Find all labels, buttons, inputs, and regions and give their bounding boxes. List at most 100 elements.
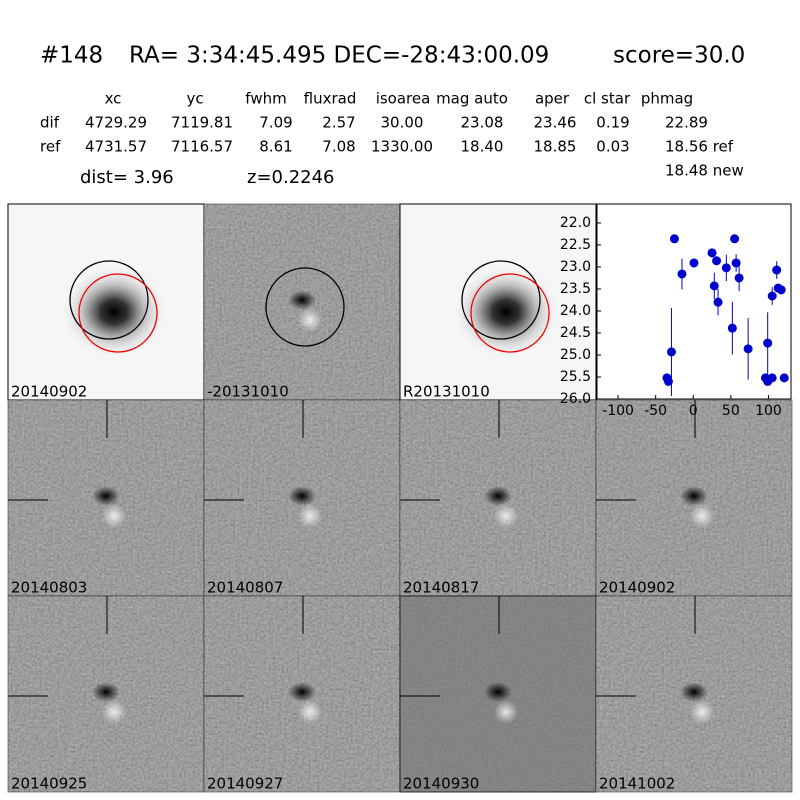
dark-residual [288, 682, 316, 702]
dark-residual [680, 486, 708, 506]
coordinates: RA= 3:34:45.495 DEC=-28:43:00.09 [129, 43, 549, 69]
stamp: 20140930 [399, 595, 597, 793]
data-point [779, 373, 789, 383]
table-cell: 2.57 [322, 114, 355, 132]
object-id: #148 [40, 43, 103, 69]
column-header: fluxrad [304, 90, 357, 108]
y-tick-label: 23.5 [560, 281, 591, 297]
ref-circle [69, 260, 149, 340]
bright-residual [494, 700, 518, 724]
stamp-label: -20131010 [207, 383, 289, 401]
stamp-label: 20141002 [599, 775, 675, 793]
table-cell: 18.85 [534, 138, 577, 156]
stamp-label: 20140927 [207, 775, 283, 793]
data-point [727, 323, 737, 333]
dark-residual [288, 290, 316, 310]
dark-residual [92, 682, 120, 702]
table-cell: 23.46 [534, 114, 577, 132]
bright-residual [690, 504, 714, 528]
new-circle [78, 273, 158, 353]
stamp-label: 20140925 [11, 775, 87, 793]
data-point [669, 234, 679, 244]
ref-circle [461, 260, 541, 340]
table-cell: 22.89 [665, 114, 708, 132]
table-cell: 30.00 [381, 114, 424, 132]
x-tick-label: -100 [602, 403, 634, 419]
stamp-label: 20140803 [11, 579, 87, 597]
dark-residual [288, 486, 316, 506]
ref-circle [265, 267, 345, 347]
column-header: fwhm [245, 90, 286, 108]
table-cell: 0.19 [596, 114, 629, 132]
bright-residual [298, 308, 322, 332]
data-point [730, 234, 740, 244]
table-cell: 23.08 [461, 114, 504, 132]
stamp: 20140803 [7, 399, 205, 597]
bright-residual [298, 504, 322, 528]
dark-residual [680, 682, 708, 702]
stamp-label: 20140902 [599, 579, 675, 597]
new-circle [470, 273, 550, 353]
data-point [709, 281, 719, 291]
x-tick-label: 0 [689, 403, 698, 419]
table-cell: 7119.81 [171, 114, 233, 132]
row-label: dif [40, 114, 60, 132]
column-header: cl star [584, 90, 631, 108]
y-tick-label: 22.0 [560, 215, 591, 231]
data-point [734, 273, 744, 283]
bright-residual [690, 700, 714, 724]
redshift: z=0.2246 [247, 167, 335, 188]
data-point [689, 258, 699, 268]
column-header: aper [535, 90, 570, 108]
table-cell: 7.08 [322, 138, 355, 156]
data-point [707, 248, 717, 258]
x-tick-label: 50 [722, 403, 740, 419]
data-point [731, 258, 741, 268]
dark-residual [484, 682, 512, 702]
data-point [743, 344, 753, 354]
stamp-label: 20140902 [11, 383, 87, 401]
table-cell: 7.09 [259, 114, 292, 132]
y-tick-label: 23.0 [560, 259, 591, 275]
x-tick-label: -50 [644, 403, 667, 419]
y-tick-label: 25.5 [560, 369, 591, 385]
table-cell: 7116.57 [171, 138, 233, 156]
stamp-label: 20140930 [403, 775, 479, 793]
table-cell: 18.56 ref [665, 138, 734, 156]
plot-area [596, 203, 792, 400]
data-point [767, 373, 777, 383]
x-tick-label: 100 [755, 403, 782, 419]
y-tick-label: 24.5 [560, 325, 591, 341]
data-point [763, 338, 773, 348]
stamp-label: 20140817 [403, 579, 479, 597]
data-point [663, 376, 673, 386]
stamp: R20131010 [399, 203, 597, 401]
column-header: xc [105, 90, 122, 108]
y-tick-label: 25.0 [560, 347, 591, 363]
stamp-label: R20131010 [403, 383, 490, 401]
y-tick-label: 26.0 [560, 391, 591, 407]
data-point [677, 269, 687, 279]
data-point [712, 256, 722, 266]
bright-residual [298, 700, 322, 724]
data-point [721, 263, 731, 273]
galaxy [451, 264, 561, 360]
stamp: 20140817 [399, 399, 597, 597]
stamp: 20140902 [595, 399, 793, 597]
table-cell: 18.40 [461, 138, 504, 156]
y-tick-label: 24.0 [560, 303, 591, 319]
table-cell: 4729.29 [85, 114, 147, 132]
column-header: mag auto [436, 90, 508, 108]
dist: dist= 3.96 [80, 167, 174, 188]
stamp: 20140807 [203, 399, 401, 597]
table-cell: 1330.00 [371, 138, 433, 156]
bright-residual [102, 700, 126, 724]
bright-residual [494, 504, 518, 528]
stamp: 20141002 [595, 595, 793, 793]
column-header: yc [186, 90, 203, 108]
data-point [666, 347, 676, 357]
galaxy [59, 264, 169, 360]
data-point [772, 265, 782, 275]
data-point [767, 291, 777, 301]
